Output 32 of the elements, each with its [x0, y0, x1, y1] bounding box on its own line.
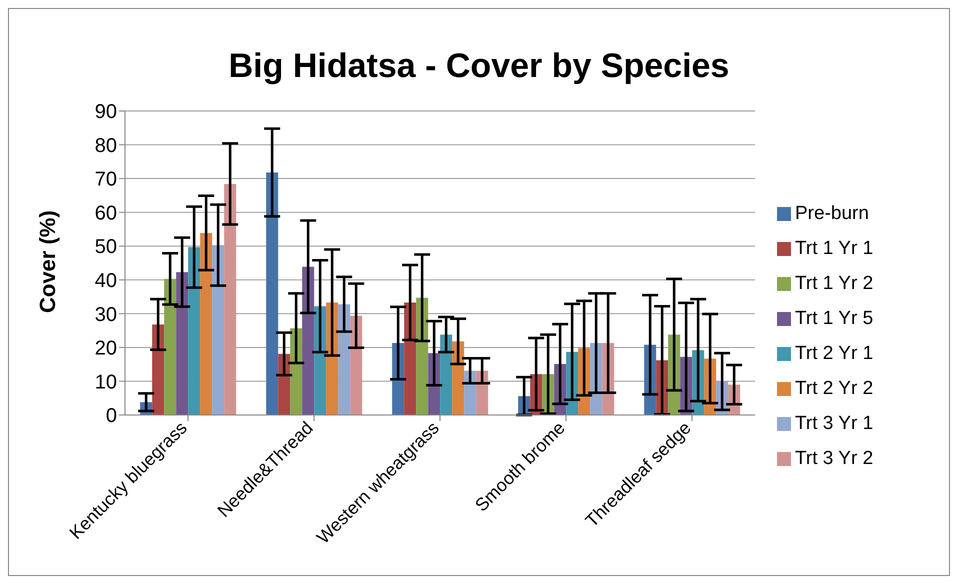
- legend-label: Trt 2 Yr 2: [795, 378, 874, 399]
- y-tick-label: 50: [94, 236, 117, 258]
- bar: [266, 172, 278, 415]
- bar: [188, 247, 200, 415]
- y-tick-label: 20: [94, 338, 117, 360]
- chart-title: Big Hidatsa - Cover by Species: [228, 46, 730, 87]
- legend-label: Trt 3 Yr 2: [795, 448, 874, 469]
- bar: [164, 278, 176, 415]
- legend-label: Trt 2 Yr 1: [795, 343, 874, 364]
- bar: [350, 316, 362, 415]
- legend-label: Pre-burn: [795, 203, 869, 224]
- bar: [200, 232, 212, 415]
- y-tick-label: 0: [106, 405, 117, 428]
- y-tick-label: 90: [94, 101, 117, 124]
- bar: [440, 334, 452, 415]
- y-tick-label: 30: [94, 304, 117, 326]
- bar: [224, 184, 236, 415]
- legend-label: Trt 1 Yr 5: [795, 308, 874, 329]
- bar: [302, 266, 314, 415]
- y-tick-label: 10: [94, 371, 117, 394]
- y-axis-title: Cover (%): [34, 210, 60, 313]
- y-tick-label: 80: [94, 134, 117, 157]
- bar: [176, 272, 188, 415]
- bar: [212, 245, 224, 415]
- legend-label: Trt 3 Yr 1: [795, 413, 874, 434]
- legend-label: Trt 1 Yr 1: [795, 238, 874, 259]
- legend-label: Trt 1 Yr 2: [795, 273, 874, 294]
- y-tick-label: 60: [94, 202, 117, 224]
- y-tick-label: 40: [94, 270, 117, 292]
- y-tick-label: 70: [94, 168, 117, 191]
- bar: [152, 324, 164, 415]
- bar: [338, 304, 350, 415]
